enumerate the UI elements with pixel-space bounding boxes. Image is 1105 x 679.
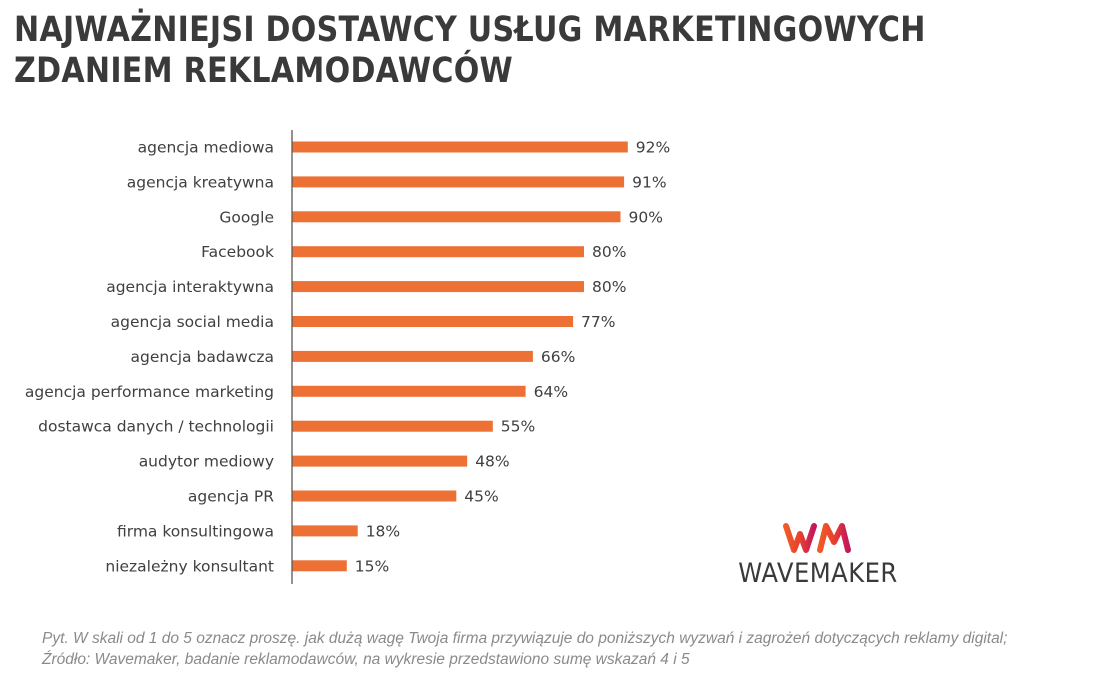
value-label: 90% [629, 208, 663, 226]
wm-mark-w [783, 523, 817, 553]
bar-4 [292, 246, 584, 258]
value-label: 18% [366, 522, 400, 540]
chart-title-line1: NAJWAŻNIEJSI DOSTAWCY USŁUG MARKETINGOWY… [14, 10, 926, 50]
value-label: 64% [534, 383, 568, 401]
bars-group [292, 141, 628, 572]
value-label: 48% [475, 453, 509, 471]
bar-5 [292, 281, 584, 293]
bar-11 [292, 490, 457, 502]
category-label: agencja badawcza [131, 348, 274, 366]
category-label: Facebook [201, 243, 274, 261]
value-label: 15% [355, 557, 389, 575]
chart-title: NAJWAŻNIEJSI DOSTAWCY USŁUG MARKETINGOWY… [14, 10, 926, 92]
footnote-question: Pyt. W skali od 1 do 5 oznacz proszę. ja… [42, 630, 1008, 647]
value-labels-group: 92%91%90%80%80%77%66%64%55%48%45%18%15% [355, 139, 670, 576]
bar-9 [292, 420, 493, 432]
category-label: agencja PR [188, 488, 274, 506]
footnote: Pyt. W skali od 1 do 5 oznacz proszę. ja… [42, 628, 1007, 670]
bar-2 [292, 176, 625, 188]
category-label: firma konsultingowa [117, 522, 274, 540]
bar-6 [292, 316, 574, 327]
category-label: agencja social media [111, 313, 274, 331]
value-label: 66% [541, 348, 575, 366]
value-label: 92% [636, 139, 670, 157]
bar-10 [292, 455, 468, 467]
bar-13 [292, 560, 347, 572]
category-label: agencja kreatywna [127, 173, 274, 191]
value-label: 77% [581, 313, 615, 331]
value-label: 80% [592, 243, 626, 261]
value-label: 45% [464, 488, 498, 506]
bar-1 [292, 141, 628, 153]
bar-8 [292, 385, 526, 397]
wm-mark-m [817, 523, 851, 553]
value-label: 80% [592, 278, 626, 296]
category-label: Google [219, 208, 274, 226]
chart-title-line2: ZDANIEM REKLAMODAWCÓW [14, 51, 514, 91]
bar-12 [292, 525, 358, 537]
bar-7 [292, 350, 533, 362]
category-label: agencja performance marketing [25, 383, 274, 401]
category-label: agencja mediowa [138, 139, 274, 157]
value-label: 55% [501, 418, 535, 436]
bar-3 [292, 211, 621, 223]
wm-logo-icon [783, 523, 851, 553]
category-label: agencja interaktywna [106, 278, 274, 296]
wavemaker-wordmark: WAVEMAKER [738, 558, 898, 589]
category-label: niezależny konsultant [105, 557, 274, 575]
category-labels-group: agencja mediowa agencja kreatywna Google Fa… [25, 139, 274, 576]
wavemaker-logo: WAVEMAKER [720, 518, 916, 590]
footnote-source: Źródło: Wavemaker, badanie reklamodawców… [42, 651, 690, 668]
value-label: 91% [632, 173, 666, 191]
category-label: dostawca danych / technologii [38, 418, 274, 436]
category-label: audytor mediowy [139, 453, 274, 471]
